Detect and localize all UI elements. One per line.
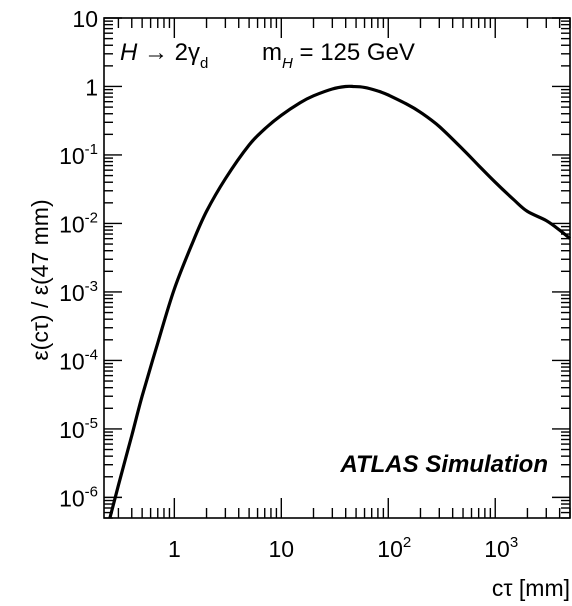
efficiency-curve [108, 84, 572, 519]
mass-symbol: m [262, 39, 282, 66]
series-group [108, 84, 572, 519]
process-subscript: d [200, 55, 208, 72]
process-lhs: H [120, 39, 138, 66]
y-tick-label: 10-3 [59, 278, 98, 306]
y-tick-label: 10-2 [59, 209, 98, 237]
y-tick-label: 10-6 [59, 483, 98, 511]
mass-value: = 125 GeV [293, 39, 415, 66]
x-tick-label: 103 [484, 534, 518, 562]
y-axis-title: ε(cτ) / ε(47 mm) [27, 199, 53, 360]
x-tick-labels: 1 10 102 103 [168, 534, 518, 562]
axis-ticks [104, 17, 571, 519]
plot-frame [103, 17, 571, 519]
y-tick-label: 10-5 [59, 415, 98, 443]
x-tick-label: 10 [269, 536, 295, 562]
process-label: H → 2γd [120, 39, 208, 72]
atlas-label: ATLAS Simulation [339, 451, 548, 478]
mass-label: mH = 125 GeV [262, 39, 415, 72]
y-tick-label: 10 [72, 6, 98, 32]
y-tick-label: 10-1 [59, 141, 98, 169]
process-arrow: → 2γ [137, 39, 200, 66]
y-tick-label: 1 [85, 74, 98, 100]
x-tick-label: 102 [377, 534, 411, 562]
x-tick-label: 1 [168, 536, 181, 562]
x-axis-title: cτ [mm] [492, 575, 570, 601]
y-tick-labels: 10-6 10-5 10-4 10-3 10-2 10-1 1 10 [59, 6, 98, 511]
mass-subscript: H [282, 55, 293, 72]
y-tick-label: 10-4 [59, 346, 98, 374]
